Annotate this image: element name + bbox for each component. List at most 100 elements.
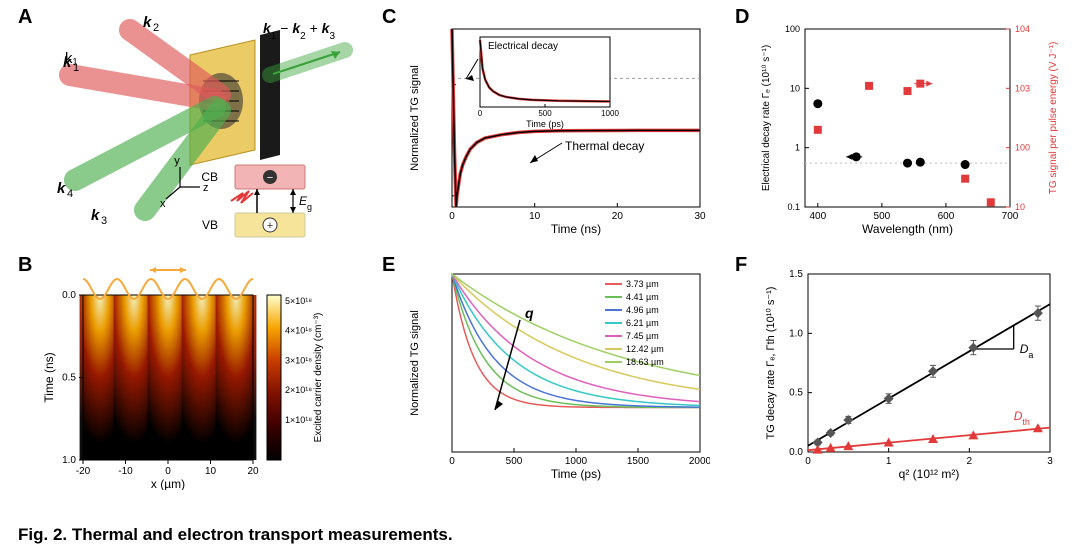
panel-e: 0 500 1000 1500 2000 Time (ps) Normalized TG s… xyxy=(400,260,710,485)
panel-f-svg: 0 1 2 3 0.0 0.5 1.0 1.5 q² (10¹² m²) TG decay rat… xyxy=(750,260,1070,485)
svg-text:x: x xyxy=(160,198,166,210)
svg-text:12.42 µm: 12.42 µm xyxy=(626,344,664,354)
svg-text:7.45 µm: 7.45 µm xyxy=(626,331,659,341)
svg-text:k: k xyxy=(57,180,66,197)
svg-text:1: 1 xyxy=(795,143,800,153)
svg-text:Excited carrier density (cm⁻³): Excited carrier density (cm⁻³) xyxy=(313,313,324,443)
svg-text:Time (ps): Time (ps) xyxy=(551,467,601,481)
svg-text:1000: 1000 xyxy=(601,109,619,118)
panel-label-d: D xyxy=(735,6,749,29)
svg-text:k: k xyxy=(63,54,72,71)
svg-text:k: k xyxy=(143,15,152,31)
figure-caption: Fig. 2. Thermal and electron transport m… xyxy=(18,525,453,545)
svg-text:Time (ns): Time (ns) xyxy=(42,352,56,402)
svg-text:1500: 1500 xyxy=(627,456,650,467)
svg-text:0.1: 0.1 xyxy=(787,202,800,212)
svg-text:+: + xyxy=(267,220,273,232)
svg-text:TG signal per pulse energy (V: TG signal per pulse energy (V J⁻¹) xyxy=(1048,42,1059,195)
svg-text:1: 1 xyxy=(886,456,892,467)
panel-b-svg: -20-1001020x (µm)0.00.51.0Time (ns)5×10¹… xyxy=(35,265,355,490)
svg-text:0: 0 xyxy=(805,456,811,467)
svg-text:500: 500 xyxy=(506,456,523,467)
svg-text:30: 30 xyxy=(694,211,706,222)
svg-text:2×10¹⁸: 2×10¹⁸ xyxy=(285,385,312,395)
panel-e-svg: 0 500 1000 1500 2000 Time (ps) Normalized TG s… xyxy=(400,260,710,485)
svg-text:Wavelength (nm): Wavelength (nm) xyxy=(862,222,953,236)
svg-text:0.0: 0.0 xyxy=(62,290,76,301)
svg-text:4.96 µm: 4.96 µm xyxy=(626,305,659,315)
svg-text:Time (ns): Time (ns) xyxy=(551,222,601,236)
svg-text:10: 10 xyxy=(529,211,541,222)
panel-c: 0 10 20 30 Time (ns) Normalized TG signal Ther… xyxy=(400,15,710,240)
svg-text:Thermal decay: Thermal decay xyxy=(565,139,644,153)
svg-text:1.0: 1.0 xyxy=(789,328,803,339)
svg-text:VB: VB xyxy=(202,218,218,232)
svg-text:5×10¹⁸: 5×10¹⁸ xyxy=(285,296,312,306)
svg-text:Dth: Dth xyxy=(1014,409,1030,427)
svg-text:Time (ps): Time (ps) xyxy=(526,119,564,129)
svg-text:1.5: 1.5 xyxy=(789,269,803,280)
svg-text:500: 500 xyxy=(874,211,891,222)
svg-text:1.0: 1.0 xyxy=(62,455,76,466)
svg-text:100: 100 xyxy=(785,24,800,34)
svg-text:-20: -20 xyxy=(76,466,91,477)
panel-b: -20-1001020x (µm)0.00.51.0Time (ns)5×10¹… xyxy=(35,265,355,490)
svg-text:CB: CB xyxy=(201,170,218,184)
svg-text:0: 0 xyxy=(449,211,455,222)
svg-text:10: 10 xyxy=(790,83,800,93)
svg-text:1000: 1000 xyxy=(565,456,588,467)
svg-text:6.21 µm: 6.21 µm xyxy=(626,318,659,328)
svg-text:k1 − k2 + k3: k1 − k2 + k3 xyxy=(263,20,335,42)
svg-text:1: 1 xyxy=(73,62,79,74)
svg-text:3.73 µm: 3.73 µm xyxy=(626,279,659,289)
svg-text:4×10¹⁸: 4×10¹⁸ xyxy=(285,326,312,336)
svg-text:0: 0 xyxy=(449,456,455,467)
svg-text:q² (10¹² m²): q² (10¹² m²) xyxy=(899,467,960,481)
svg-text:Electrical decay rate Γₑ (10¹⁰: Electrical decay rate Γₑ (10¹⁰ s⁻¹) xyxy=(761,45,772,191)
svg-text:2: 2 xyxy=(967,456,973,467)
svg-text:100: 100 xyxy=(1015,143,1030,153)
svg-text:20: 20 xyxy=(247,466,259,477)
figure-2: A B C D E F k₁k1k2k4k1 − k2 + k3zyxCBVB−… xyxy=(0,0,1080,555)
svg-text:18.63 µm: 18.63 µm xyxy=(626,357,664,367)
svg-text:q: q xyxy=(525,305,534,321)
panel-label-b: B xyxy=(18,254,32,277)
svg-text:3×10¹⁸: 3×10¹⁸ xyxy=(285,355,312,365)
svg-text:y: y xyxy=(174,155,180,167)
svg-text:3: 3 xyxy=(1047,456,1053,467)
svg-text:500: 500 xyxy=(538,109,552,118)
panel-label-f: F xyxy=(735,254,747,277)
panel-d-svg: 400 500 600 700 Wavelength (nm) 0.1 1 10 100 Elec… xyxy=(750,15,1070,240)
svg-text:4.41 µm: 4.41 µm xyxy=(626,292,659,302)
panel-label-e: E xyxy=(382,254,395,277)
svg-text:−: − xyxy=(267,172,273,184)
svg-text:3: 3 xyxy=(101,215,107,227)
svg-text:Normalized TG signal: Normalized TG signal xyxy=(409,310,421,416)
svg-text:0.5: 0.5 xyxy=(789,388,803,399)
panel-label-c: C xyxy=(382,6,396,29)
panel-f: 0 1 2 3 0.0 0.5 1.0 1.5 q² (10¹² m²) TG decay rat… xyxy=(750,260,1070,485)
panel-d: 400 500 600 700 Wavelength (nm) 0.1 1 10 100 Elec… xyxy=(750,15,1070,240)
svg-text:0: 0 xyxy=(478,109,483,118)
svg-text:Eg: Eg xyxy=(299,194,312,212)
svg-text:-10: -10 xyxy=(118,466,133,477)
panel-label-a: A xyxy=(18,6,32,29)
svg-text:0: 0 xyxy=(165,466,171,477)
svg-text:20: 20 xyxy=(612,211,624,222)
svg-text:x (µm): x (µm) xyxy=(151,477,185,490)
svg-text:0.0: 0.0 xyxy=(789,447,803,458)
svg-text:4: 4 xyxy=(67,188,73,200)
svg-text:TG decay rate Γₑ, Γth (10¹⁰ s⁻: TG decay rate Γₑ, Γth (10¹⁰ s⁻¹) xyxy=(765,287,777,440)
svg-text:600: 600 xyxy=(938,211,955,222)
panel-a-svg: k₁k1k2k4k1 − k2 + k3zyxCBVB−+Egk3 xyxy=(35,15,355,250)
svg-text:Electrical decay: Electrical decay xyxy=(488,41,558,52)
panel-c-svg: 0 10 20 30 Time (ns) Normalized TG signal Ther… xyxy=(400,15,710,240)
svg-text:10: 10 xyxy=(1015,202,1025,212)
svg-text:2000: 2000 xyxy=(689,456,710,467)
svg-text:Da: Da xyxy=(1020,342,1034,360)
svg-text:Normalized TG signal: Normalized TG signal xyxy=(409,65,421,171)
svg-text:k: k xyxy=(91,207,100,224)
svg-text:700: 700 xyxy=(1002,211,1019,222)
svg-text:2: 2 xyxy=(153,22,159,34)
svg-text:400: 400 xyxy=(809,211,826,222)
